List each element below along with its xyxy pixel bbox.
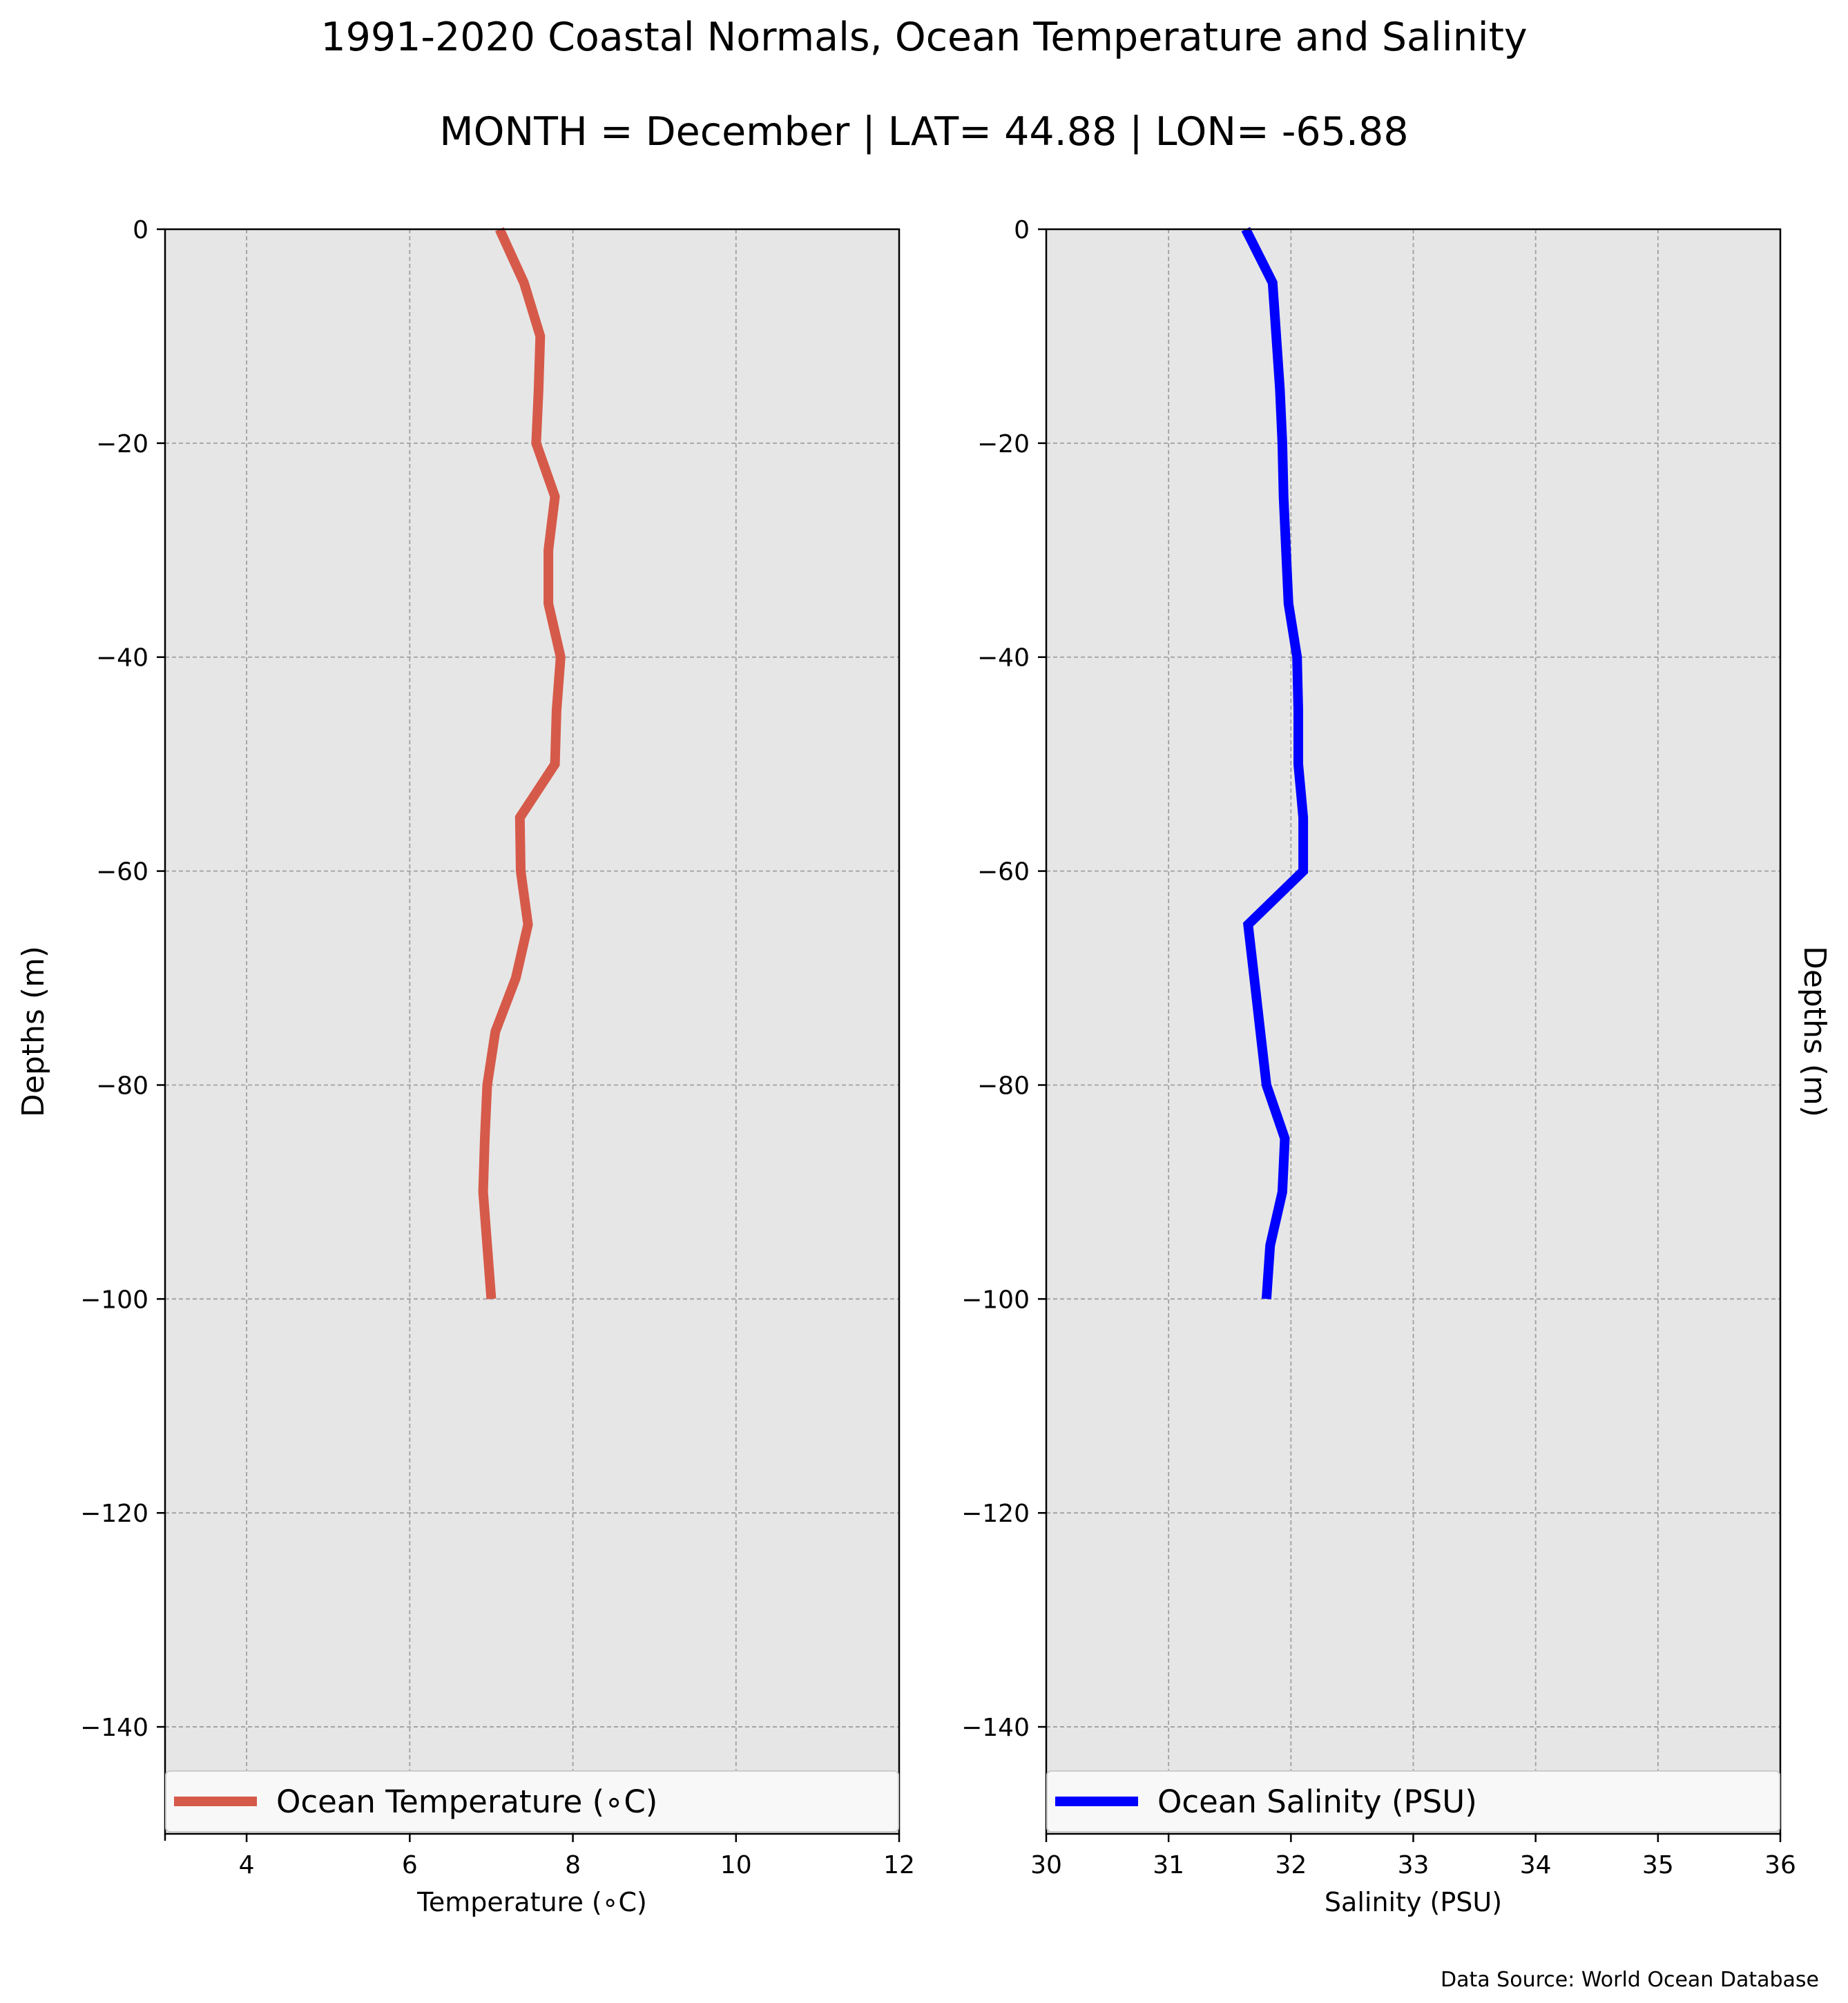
y-tick-label: −40 — [96, 644, 148, 672]
axes-frame — [164, 228, 901, 1835]
y-tick-label: −20 — [96, 430, 148, 458]
legend-label: Ocean Temperature (∘C) — [276, 1783, 657, 1820]
y-tick-label: 0 — [133, 216, 148, 244]
x-tick-label: 31 — [1153, 1851, 1184, 1879]
y-tick-label: −20 — [977, 430, 1030, 458]
y-tick-label: −100 — [961, 1286, 1030, 1314]
salinity-profile-line — [1241, 226, 1309, 1299]
salinity-panel: 30 31 32 33 34 35 36 0 −20 −40 −60 −80 −100 −120 −140 S… — [961, 216, 1832, 1917]
y-tick-label: −140 — [80, 1714, 148, 1742]
data-source-note: Data Source: World Ocean Database — [1441, 1968, 1819, 1992]
x-tick-label: 4 — [239, 1851, 255, 1879]
x-tick-label: 8 — [565, 1851, 581, 1879]
y-tick-label: −60 — [977, 858, 1030, 887]
x-axis-label: Temperature (∘C) — [416, 1887, 647, 1917]
legend-label: Ocean Salinity (PSU) — [1157, 1783, 1477, 1820]
temperature-panel: 4 6 8 10 12 0 −20 −40 −60 −80 −100 −120 −140 Temperat… — [16, 216, 915, 1917]
x-tick-label: 35 — [1642, 1851, 1674, 1879]
y-axis-label: Depths (m) — [1797, 946, 1832, 1117]
y-tick-label: −60 — [96, 858, 148, 887]
x-tick-label: 6 — [402, 1851, 418, 1879]
plot-area — [165, 229, 899, 1834]
chart-subtitle: MONTH = December | LAT= 44.88 | LON= -65… — [439, 109, 1408, 155]
y-tick-label: −40 — [977, 644, 1030, 672]
y-tick-label: 0 — [1014, 216, 1030, 244]
x-tick-label: 30 — [1030, 1851, 1062, 1879]
x-axis-label: Salinity (PSU) — [1325, 1887, 1502, 1917]
legend-box — [165, 1770, 899, 1832]
y-axis-label: Depths (m) — [16, 946, 51, 1117]
x-tick-label: 34 — [1520, 1851, 1552, 1879]
x-tick-label: 33 — [1398, 1851, 1430, 1879]
x-tick-label: 36 — [1764, 1851, 1796, 1879]
x-tick-label: 10 — [720, 1851, 752, 1879]
y-tick-label: −80 — [96, 1072, 148, 1100]
x-tick-label: 12 — [883, 1851, 915, 1879]
y-tick-label: −100 — [80, 1286, 148, 1314]
chart-title: 1991-2020 Coastal Normals, Ocean Tempera… — [320, 14, 1527, 60]
x-tick-label: 32 — [1275, 1851, 1307, 1879]
y-tick-label: −120 — [80, 1500, 148, 1528]
y-tick-label: −80 — [977, 1072, 1030, 1100]
legend-box — [1046, 1770, 1780, 1832]
y-tick-label: −140 — [961, 1714, 1030, 1742]
y-tick-label: −120 — [961, 1500, 1030, 1528]
temperature-profile-line — [478, 227, 566, 1299]
